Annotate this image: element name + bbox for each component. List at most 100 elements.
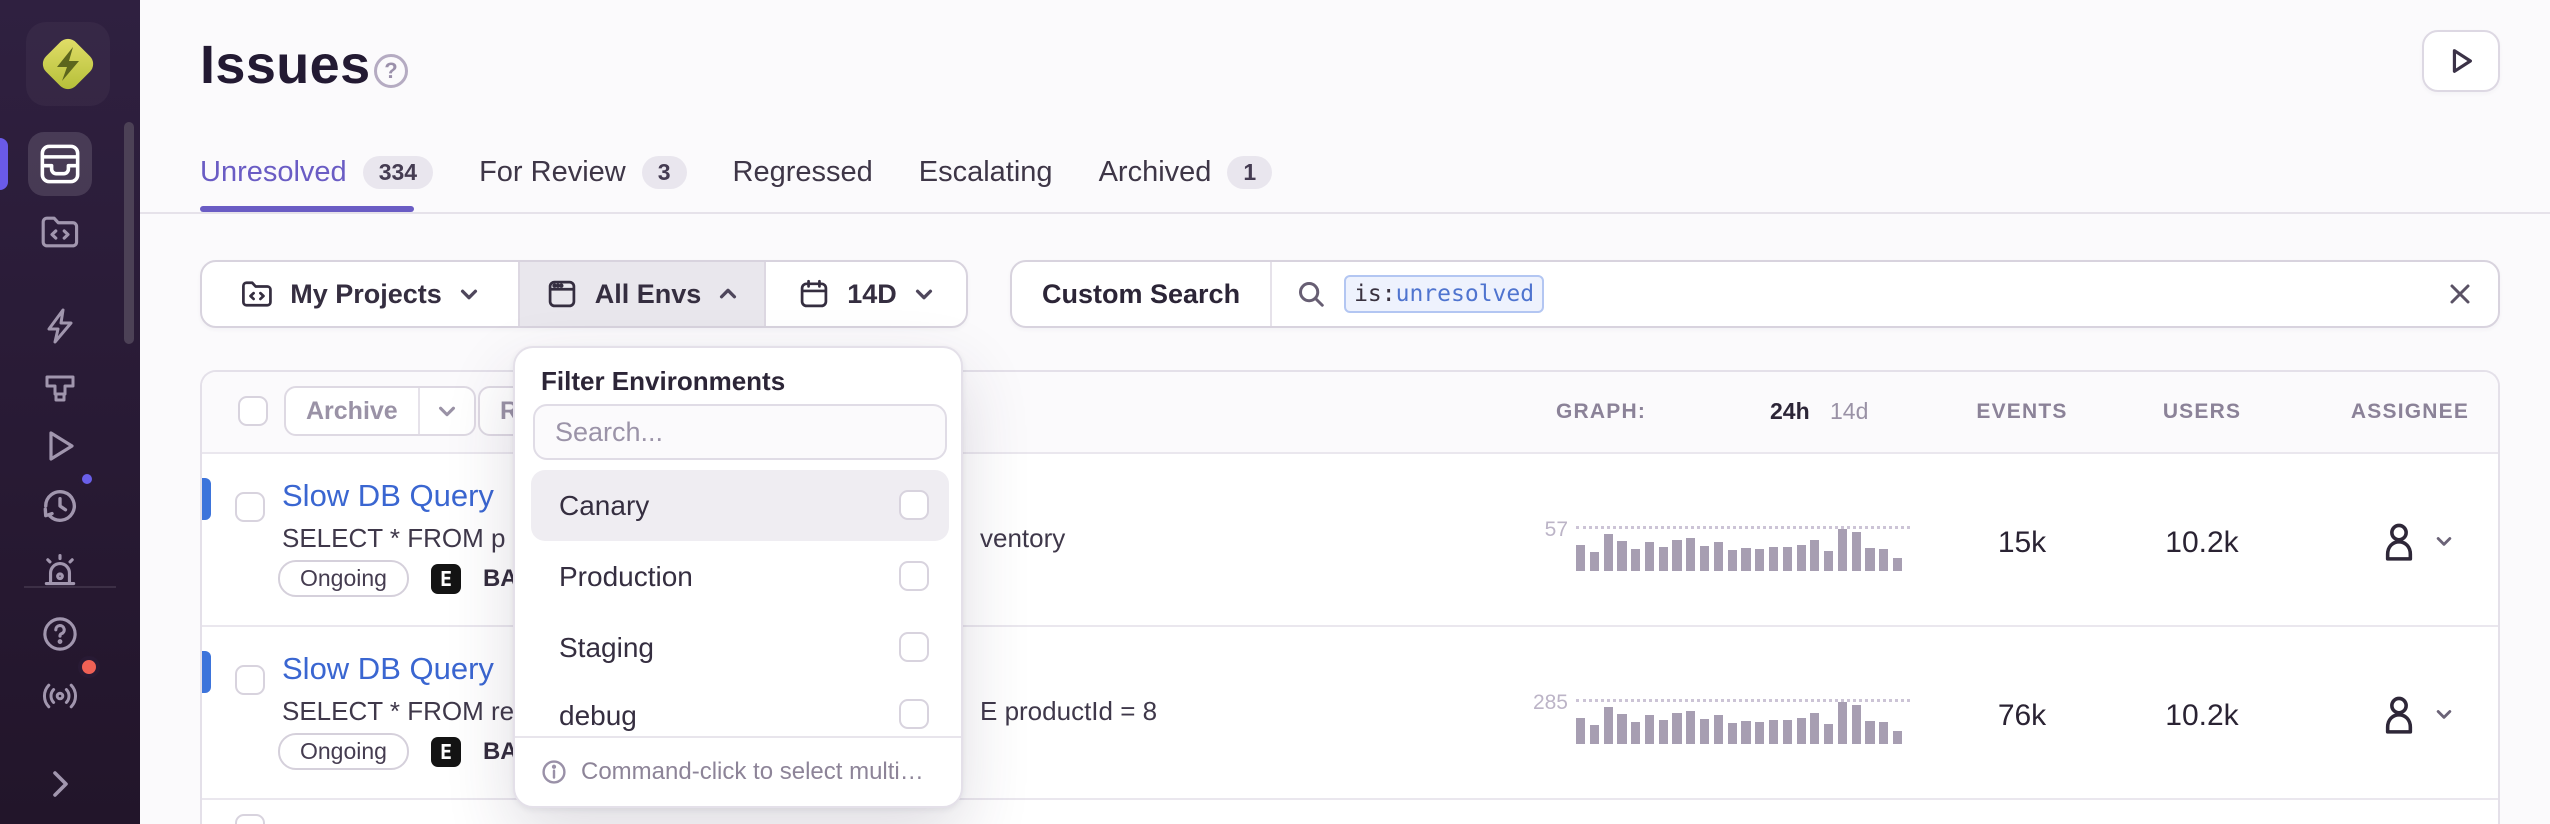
button-divider bbox=[417, 388, 420, 434]
environment-option-production[interactable]: Production bbox=[531, 541, 949, 612]
environment-dropdown-title: Filter Environments bbox=[541, 366, 786, 396]
history-clock-icon bbox=[43, 490, 76, 522]
row-checkbox[interactable] bbox=[235, 492, 265, 522]
tab-label: For Review bbox=[479, 156, 626, 188]
chevron-down-icon[interactable] bbox=[420, 400, 474, 422]
notification-dot-red bbox=[78, 656, 100, 678]
environment-search-input[interactable] bbox=[533, 404, 947, 460]
platform-icon: E bbox=[430, 736, 461, 767]
calendar-icon bbox=[800, 279, 828, 308]
siren-icon bbox=[44, 554, 76, 586]
user-avatar-icon bbox=[2385, 696, 2413, 734]
projects-filter-button[interactable]: My Projects bbox=[202, 262, 518, 326]
window-icon bbox=[548, 280, 575, 308]
chevron-right-icon bbox=[53, 771, 68, 797]
date-range-label: 14D bbox=[847, 278, 897, 309]
issue-level-bar bbox=[202, 478, 211, 520]
archive-button[interactable]: Archive bbox=[284, 386, 476, 436]
play-icon bbox=[49, 431, 74, 461]
tab-for-review[interactable]: For Review 3 bbox=[479, 156, 687, 189]
environment-option-debug[interactable]: debug bbox=[531, 683, 949, 749]
environment-option-label: Staging bbox=[559, 631, 654, 663]
search-token[interactable]: is: unresolved bbox=[1344, 275, 1545, 313]
column-header-assignee: ASSIGNEE bbox=[2350, 400, 2470, 423]
sidebar-item-dashboards[interactable] bbox=[28, 356, 92, 420]
issue-subtitle: SELECT * FROM p bbox=[282, 523, 506, 553]
environment-option-canary[interactable]: Canary bbox=[531, 470, 949, 541]
search-icon bbox=[1296, 279, 1326, 309]
environments-filter-button[interactable]: All Envs bbox=[518, 262, 766, 326]
page-title: Issues bbox=[200, 35, 371, 95]
environment-checkbox[interactable] bbox=[899, 632, 929, 662]
sidebar-item-help[interactable] bbox=[28, 602, 92, 666]
select-all-checkbox[interactable] bbox=[238, 396, 268, 426]
sidebar-item-alerts[interactable] bbox=[28, 540, 92, 604]
issue-subtitle-continued: E productId = 8 bbox=[980, 696, 1158, 726]
column-header-events: EVENTS bbox=[1976, 400, 2068, 423]
issue-title-link[interactable]: Slow DB Query bbox=[282, 651, 494, 686]
graph-period-14d[interactable]: 14d bbox=[1830, 398, 1869, 424]
users-count: 10.2k bbox=[2165, 526, 2239, 559]
user-avatar-icon bbox=[2385, 523, 2413, 561]
tab-unresolved[interactable]: Unresolved 334 bbox=[200, 156, 434, 189]
environment-options: Canary Production Staging debug bbox=[531, 470, 949, 749]
environment-option-staging[interactable]: Staging bbox=[531, 612, 949, 683]
tab-label: Unresolved bbox=[200, 156, 347, 188]
environment-option-label: debug bbox=[559, 700, 637, 731]
stamp-icon bbox=[45, 375, 75, 402]
sidebar-item-releases[interactable] bbox=[28, 470, 96, 538]
row-checkbox[interactable] bbox=[235, 814, 265, 824]
search-token-key: is: bbox=[1354, 281, 1396, 307]
multi-select-hint: Command-click to select multi… bbox=[581, 758, 924, 785]
replay-tour-button[interactable] bbox=[2422, 30, 2500, 92]
tabs-divider bbox=[140, 212, 2550, 214]
environment-checkbox[interactable] bbox=[899, 490, 929, 520]
help-circle-icon[interactable]: ? bbox=[374, 54, 408, 88]
sidebar-item-projects[interactable] bbox=[28, 200, 92, 264]
tab-count-badge: 3 bbox=[641, 156, 687, 189]
issue-meta: Ongoing E BAC bbox=[278, 733, 535, 770]
play-icon bbox=[2452, 49, 2472, 73]
sidebar-collapse-button[interactable] bbox=[28, 752, 92, 816]
graph-peak-value: 285 bbox=[1532, 691, 1568, 714]
page-filter-bar: My Projects All Envs 14D bbox=[200, 260, 968, 328]
environments-filter-label: All Envs bbox=[594, 278, 702, 309]
status-badge: Ongoing bbox=[278, 560, 409, 597]
tab-regressed[interactable]: Regressed bbox=[733, 156, 873, 189]
date-range-filter-button[interactable]: 14D bbox=[766, 262, 966, 326]
close-icon bbox=[2450, 284, 2470, 304]
broadcast-icon bbox=[42, 683, 78, 709]
sidebar-item-issues[interactable] bbox=[28, 132, 92, 196]
tab-count-badge: 1 bbox=[1227, 156, 1273, 189]
issue-search-bar[interactable]: Custom Search is: unresolved bbox=[1010, 260, 2500, 328]
sidebar-item-explore[interactable] bbox=[28, 294, 92, 358]
chevron-up-icon bbox=[720, 288, 737, 299]
graph-max-line bbox=[1576, 699, 1910, 702]
events-sparkline bbox=[1576, 702, 1910, 744]
chevron-down-icon bbox=[915, 289, 932, 300]
sentry-logo[interactable] bbox=[26, 22, 110, 106]
sidebar-item-whats-new[interactable] bbox=[28, 656, 100, 726]
active-tab-underline bbox=[200, 206, 414, 212]
environment-checkbox[interactable] bbox=[899, 561, 929, 591]
environment-checkbox[interactable] bbox=[899, 699, 929, 729]
events-count: 76k bbox=[1997, 699, 2047, 732]
assignee-selector[interactable] bbox=[2378, 693, 2454, 735]
tab-label: Archived bbox=[1098, 156, 1212, 188]
assignee-selector[interactable] bbox=[2378, 520, 2454, 562]
folder-code-icon bbox=[242, 281, 273, 307]
tab-escalating[interactable]: Escalating bbox=[919, 156, 1053, 189]
chevron-down-icon bbox=[2436, 710, 2452, 719]
issue-subtitle-continued: ventory bbox=[980, 523, 1066, 553]
row-checkbox[interactable] bbox=[235, 665, 265, 695]
sidebar bbox=[0, 0, 140, 824]
issue-title-link[interactable]: Slow DB Query bbox=[282, 478, 494, 513]
clear-search-button[interactable] bbox=[2446, 280, 2474, 308]
custom-search-label[interactable]: Custom Search bbox=[1042, 278, 1241, 309]
graph-period-24h[interactable]: 24h bbox=[1770, 398, 1810, 424]
sidebar-item-replays[interactable] bbox=[28, 414, 92, 478]
sidebar-scrollbar[interactable] bbox=[124, 122, 134, 344]
code-folder-icon bbox=[41, 216, 79, 248]
tab-archived[interactable]: Archived 1 bbox=[1099, 156, 1273, 189]
